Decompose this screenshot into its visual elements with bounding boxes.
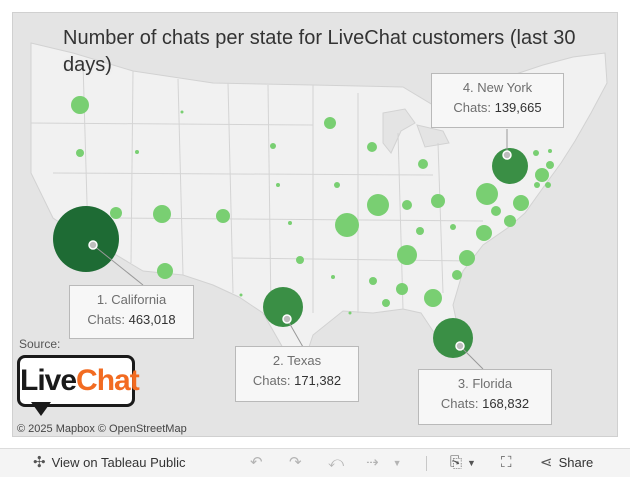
- leader-dots: [88, 150, 512, 351]
- bubble-new-york: [492, 148, 528, 184]
- download-icon: ⎘: [450, 454, 463, 471]
- callout-label: Chats:: [252, 373, 291, 388]
- callout-value: 463,018: [128, 312, 176, 327]
- bubble-vermont: [533, 150, 539, 156]
- bubble-utah: [153, 205, 171, 223]
- bubble-idaho: [135, 150, 139, 154]
- bubble-colorado: [216, 209, 230, 223]
- bubble-illinois: [367, 194, 389, 216]
- callout-label: Chats:: [453, 100, 491, 115]
- bubble-oklahoma: [331, 275, 335, 279]
- fullscreen-button[interactable]: ⛶: [501, 449, 512, 477]
- callout-state-name: 3. Florida: [457, 376, 513, 391]
- callout-florida[interactable]: 3. Florida Chats: 168,832: [418, 369, 552, 425]
- bubble-texas: [263, 287, 303, 327]
- callout-state-name: 4. New York: [462, 80, 533, 95]
- callout-value: 168,832: [482, 396, 530, 411]
- callout-value: 171,382: [294, 373, 342, 388]
- bubble-georgia: [424, 289, 442, 307]
- undo-button[interactable]: ↶: [250, 449, 263, 477]
- bubble-california: [53, 206, 119, 272]
- bubble-iowa: [334, 182, 340, 188]
- bubble-pennsylvania: [476, 183, 498, 205]
- bubble-south-dakota: [276, 183, 280, 187]
- revert-icon: ⤺: [328, 454, 345, 471]
- callout-value: 139,665: [494, 100, 542, 115]
- map-viz[interactable]: Number of chats per state for LiveChat c…: [12, 12, 618, 437]
- great-lakes: [382, 108, 450, 154]
- download-button[interactable]: ⎘ ▼: [450, 449, 476, 477]
- share-button[interactable]: ⋖ Share: [540, 449, 593, 477]
- bubble-new-jersey: [513, 195, 529, 211]
- bubble-arkansas: [369, 277, 377, 285]
- bubble-north-carolina: [459, 250, 475, 266]
- bubble-ohio: [431, 194, 445, 208]
- callout-label: Chats:: [440, 396, 479, 411]
- bubble-maine: [548, 149, 552, 153]
- bubble-indiana: [402, 200, 412, 210]
- bubble-new-mexico: [239, 293, 243, 297]
- share-label: Share: [558, 455, 594, 470]
- chevron-down-icon: ▼: [467, 458, 476, 468]
- bubble-wisconsin: [367, 142, 377, 152]
- view-on-tableau-label: View on Tableau Public: [51, 455, 186, 470]
- bubble-maryland: [491, 206, 501, 216]
- fullscreen-icon: ⛶: [501, 454, 512, 471]
- tableau-icon: ✣: [33, 454, 46, 471]
- map-attribution[interactable]: © 2025 Mapbox © OpenStreetMap: [17, 423, 187, 435]
- bubble-arizona: [157, 263, 173, 279]
- bubble-massachusetts: [546, 161, 554, 169]
- redo-icon: ↷: [289, 454, 302, 471]
- share-icon: ⋖: [540, 454, 553, 471]
- bubble-kansas: [296, 256, 304, 264]
- bubble-minnesota: [324, 117, 336, 129]
- chevron-down-icon: ▼: [392, 458, 402, 468]
- logo-text-chat: Chat: [76, 364, 140, 397]
- bubble-nebraska: [288, 221, 292, 225]
- bubble-delaware: [504, 215, 516, 227]
- bubble-south-carolina: [452, 270, 462, 280]
- bubble-new-hampshire: [545, 182, 551, 188]
- bubble-nevada: [110, 207, 122, 219]
- refresh-button[interactable]: ⇢ ▼: [366, 449, 402, 477]
- state-bubbles: [53, 96, 554, 358]
- bubble-north-dakota: [270, 143, 276, 149]
- toolbar-divider: [426, 456, 427, 471]
- bubble-connecticut: [535, 168, 549, 182]
- bubble-louisiana: [348, 311, 352, 315]
- refresh-icon: ⇢: [366, 454, 379, 471]
- source-label: Source:: [19, 337, 61, 351]
- map-title: Number of chats per state for LiveChat c…: [63, 27, 576, 76]
- revert-button[interactable]: ⤺: [328, 449, 344, 477]
- bubble-alabama: [396, 283, 408, 295]
- callout-texas[interactable]: 2. Texas Chats: 171,382: [235, 346, 359, 402]
- bubble-missouri: [335, 213, 359, 237]
- bubble-michigan: [418, 159, 428, 169]
- bubble-virginia: [476, 225, 492, 241]
- bubble-mississippi: [382, 299, 390, 307]
- callout-label: Chats:: [87, 312, 125, 327]
- callout-state-name: 1. California: [96, 292, 167, 307]
- callout-new-york[interactable]: 4. New York Chats: 139,665: [431, 73, 564, 128]
- bubble-rhode-island: [534, 182, 540, 188]
- bubble-kentucky: [416, 227, 424, 235]
- callout-california[interactable]: 1. California Chats: 463,018: [69, 285, 194, 339]
- bubble-tennessee: [397, 245, 417, 265]
- undo-icon: ↶: [250, 454, 263, 471]
- logo-speech-bubble: LiveChat: [17, 355, 140, 407]
- bubble-west-virginia: [450, 224, 456, 230]
- view-on-tableau-button[interactable]: ✣ View on Tableau Public: [33, 449, 186, 477]
- logo-text-live: Live: [20, 364, 77, 397]
- bubble-florida: [433, 318, 473, 358]
- redo-button[interactable]: ↷: [289, 449, 302, 477]
- livechat-logo[interactable]: LiveChat: [17, 355, 141, 425]
- bubble-washington: [71, 96, 89, 114]
- bubble-oregon: [76, 149, 84, 157]
- logo-bubble-tail: [31, 402, 51, 416]
- bubble-montana: [180, 110, 184, 114]
- tableau-toolbar: ✣ View on Tableau Public ↶ ↷ ⤺ ⇢ ▼ ⎘ ▼ ⛶…: [0, 448, 630, 477]
- callout-state-name: 2. Texas: [272, 353, 322, 368]
